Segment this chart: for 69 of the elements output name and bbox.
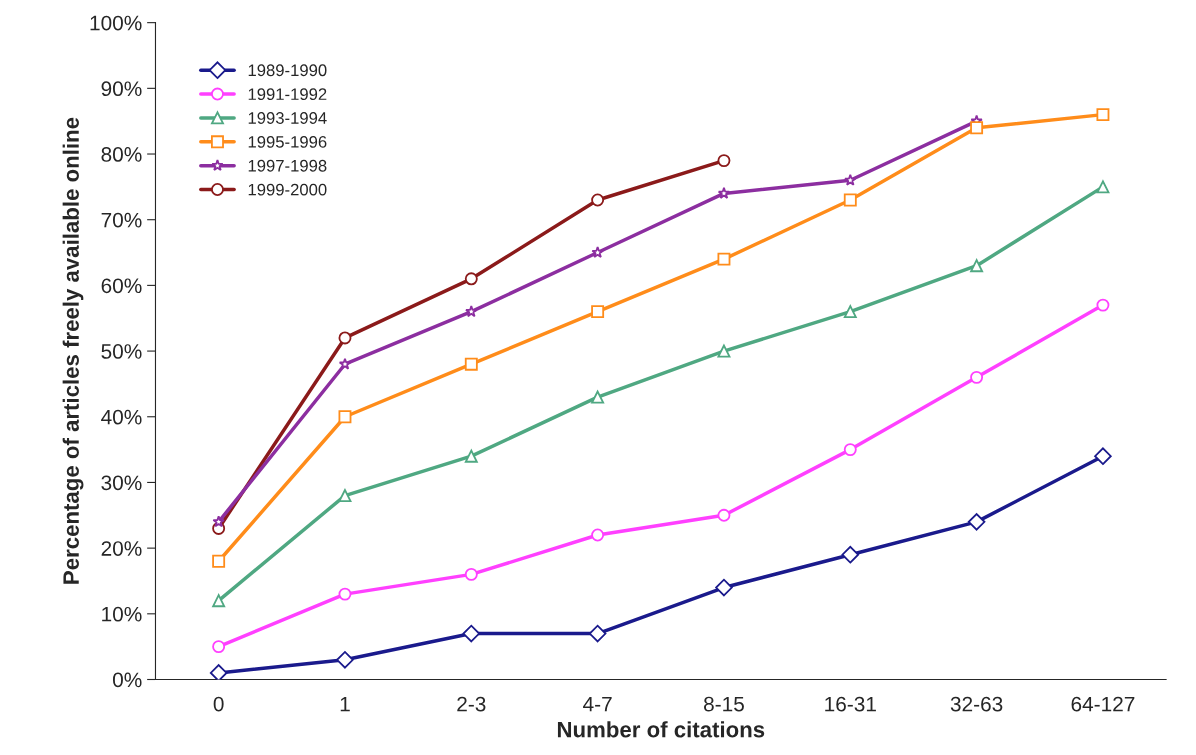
point [970,121,984,135]
point [464,272,478,286]
y-axis-title: Percentage of articles freely available online [62,117,84,584]
point [464,357,478,371]
point [717,344,731,358]
y-tick-label: 80% [101,147,142,162]
point [843,193,857,207]
point [1094,447,1112,465]
point [338,489,352,503]
x-tick-label: 8-15 [704,696,744,712]
y-tick-label: 100% [90,15,142,31]
point [717,252,731,266]
point [717,186,731,199]
legend-label: 1997-1998 [248,159,327,172]
y-tick-label: 10% [102,606,142,622]
x-tick-label: 1 [340,696,350,712]
x-tick-label: 2-3 [457,696,486,712]
point [465,305,478,318]
point [212,554,226,568]
y-tick-label: 0% [112,672,142,688]
x-tick-label: 4-7 [583,696,612,712]
point [970,370,984,384]
point [591,390,605,404]
point [591,528,605,542]
y-tick-label: 90% [101,81,142,97]
point [338,587,352,601]
point [843,305,857,319]
point [1096,298,1110,312]
point [588,624,607,643]
point [212,515,225,528]
point [591,305,605,319]
point [464,567,478,581]
point [843,443,857,457]
point [212,594,226,608]
x-tick-label: 16-31 [825,696,876,712]
point [1096,108,1110,122]
y-tick-label: 70% [101,212,142,228]
legend-label: 1991-1992 [248,88,327,101]
x-axis-title: Number of citations [557,721,765,738]
point [1096,180,1110,194]
point [841,545,860,564]
y-tick-label: 60% [101,278,142,294]
point [462,624,481,643]
point [970,259,984,273]
legend-label: 1995-1996 [248,135,327,148]
x-tick-label: 0 [213,696,224,712]
y-tick-label: 30% [101,475,142,491]
point [338,357,352,370]
point [338,410,352,424]
legend-label: 1993-1994 [248,112,327,124]
legend-label: 1989-1990 [248,64,327,77]
point [209,664,228,680]
point [212,640,226,654]
point [844,173,857,186]
point [338,331,352,345]
x-tick-label: 64-127 [1071,696,1135,712]
y-tick-label: 40% [101,409,142,425]
point [591,193,605,207]
point [717,154,731,168]
point [591,246,604,258]
legend-label: 1999-2000 [248,183,327,196]
point [464,449,478,463]
y-tick-label: 20% [101,541,142,556]
point [717,508,731,522]
x-tick-label: 32-63 [950,696,1003,712]
point [967,513,986,531]
y-tick-label: 50% [101,344,142,359]
point [715,578,733,597]
point [336,651,354,669]
